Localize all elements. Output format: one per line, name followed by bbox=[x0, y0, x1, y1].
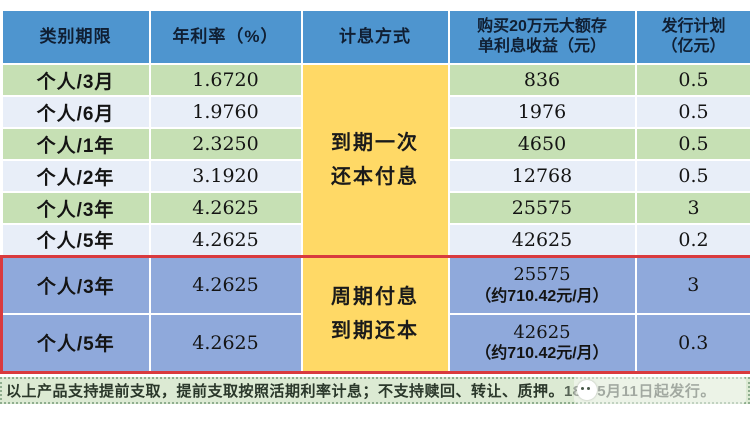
interest-monthly-note: （约710.42元/月） bbox=[475, 345, 609, 362]
plan-cell: 0.5 bbox=[634, 63, 750, 97]
plan-cell: 3 bbox=[634, 191, 750, 225]
highlighted-table-row: 个人/3年 4.2625 周期付息 到期还本 25575 （约710.42元/月… bbox=[0, 254, 750, 374]
plan-cell: 0.3 bbox=[634, 313, 750, 374]
interest-cell: 25575 （约710.42元/月） bbox=[447, 254, 637, 315]
header-row: 类别期限 年利率（%） 计息方式 购买20万元大额存 单利息收益（元） 发行计划… bbox=[0, 9, 750, 65]
rate-cell: 4.2625 bbox=[148, 223, 303, 257]
term-cell: 个人/6月 bbox=[0, 95, 151, 129]
rate-cell: 4.2625 bbox=[148, 254, 303, 315]
header-interest: 购买20万元大额存 单利息收益（元） bbox=[447, 9, 637, 65]
rate-cell: 4.2625 bbox=[148, 313, 303, 374]
interest-cell: 42625 （约710.42元/月） bbox=[447, 313, 637, 374]
rate-cell: 4.2625 bbox=[148, 191, 303, 225]
footnote-text: 以上产品支持提前支取，提前支取按照活期利率计息；不支持赎回、转让、质押。 bbox=[6, 383, 565, 400]
header-term: 类别期限 bbox=[0, 9, 151, 65]
table-row: 个人/6月 1.9760 1976 0.5 bbox=[0, 95, 750, 129]
term-cell: 个人/1年 bbox=[0, 127, 151, 161]
term-cell: 个人/2年 bbox=[0, 159, 151, 193]
interest-amount: 42625 bbox=[513, 321, 571, 343]
plan-cell: 0.5 bbox=[634, 127, 750, 161]
header-interest-line2: 单利息收益（元） bbox=[477, 38, 606, 55]
interest-cell: 836 bbox=[447, 63, 637, 97]
highlighted-table-row: 个人/5年 4.2625 42625 （约710.42元/月） 0.3 bbox=[0, 313, 750, 374]
method-line2: 到期还本 bbox=[331, 320, 419, 342]
method-line1: 周期付息 bbox=[331, 286, 419, 308]
header-plan: 发行计划 （亿元） bbox=[634, 9, 750, 65]
plan-cell: 0.2 bbox=[634, 223, 750, 257]
header-plan-line1: 发行计划 bbox=[661, 18, 726, 35]
plan-cell: 0.5 bbox=[634, 159, 750, 193]
header-method: 计息方式 bbox=[300, 9, 450, 65]
plan-cell: 3 bbox=[634, 254, 750, 315]
plan-cell: 0.5 bbox=[634, 95, 750, 129]
rate-cell: 3.1920 bbox=[148, 159, 303, 193]
method-cell-periodic: 周期付息 到期还本 bbox=[300, 254, 450, 374]
method-cell-lump-sum: 到期一次 还本付息 bbox=[300, 63, 450, 257]
rate-cell: 1.9760 bbox=[148, 95, 303, 129]
header-method-label: 计息方式 bbox=[339, 27, 411, 47]
term-cell: 个人/3年 bbox=[0, 191, 151, 225]
footnote-bar: 以上产品支持提前支取，提前支取按照活期利率计息；不支持赎回、转让、质押。 18年5… bbox=[0, 377, 750, 404]
header-rate: 年利率（%） bbox=[148, 9, 303, 65]
term-cell: 个人/5年 bbox=[0, 223, 151, 257]
table-row: 个人/3年 4.2625 25575 3 bbox=[0, 191, 750, 225]
method-line1: 到期一次 bbox=[331, 131, 419, 154]
method-line2: 还本付息 bbox=[331, 165, 419, 188]
table-row: 个人/3月 1.6720 到期一次 还本付息 836 0.5 bbox=[0, 63, 750, 257]
table-row: 个人/2年 3.1920 12768 0.5 bbox=[0, 159, 750, 193]
table-row: 个人/1年 2.3250 4650 0.5 bbox=[0, 127, 750, 161]
rate-cell: 1.6720 bbox=[148, 63, 303, 97]
interest-cell: 42625 bbox=[447, 223, 637, 257]
header-interest-line1: 购买20万元大额存 bbox=[477, 18, 607, 35]
header-rate-label: 年利率（%） bbox=[172, 27, 279, 47]
footnote-obscured-text: 18年5月11日起发行。 bbox=[564, 383, 716, 400]
interest-cell: 1976 bbox=[447, 95, 637, 129]
interest-amount: 25575 bbox=[513, 264, 571, 285]
deposit-rate-table: 类别期限 年利率（%） 计息方式 购买20万元大额存 单利息收益（元） 发行计划… bbox=[0, 9, 750, 374]
term-cell: 个人/3月 bbox=[0, 63, 151, 97]
interest-cell: 25575 bbox=[447, 191, 637, 225]
interest-cell: 4650 bbox=[447, 127, 637, 161]
interest-cell: 12768 bbox=[447, 159, 637, 193]
header-term-label: 类别期限 bbox=[39, 27, 112, 47]
interest-monthly-note: （约710.42元/月） bbox=[475, 287, 609, 305]
term-cell: 个人/3年 bbox=[0, 254, 151, 315]
term-cell: 个人/5年 bbox=[0, 313, 151, 374]
table-row: 个人/5年 4.2625 42625 0.2 bbox=[0, 223, 750, 257]
rate-cell: 2.3250 bbox=[148, 127, 303, 161]
header-plan-line2: （亿元） bbox=[661, 38, 726, 55]
